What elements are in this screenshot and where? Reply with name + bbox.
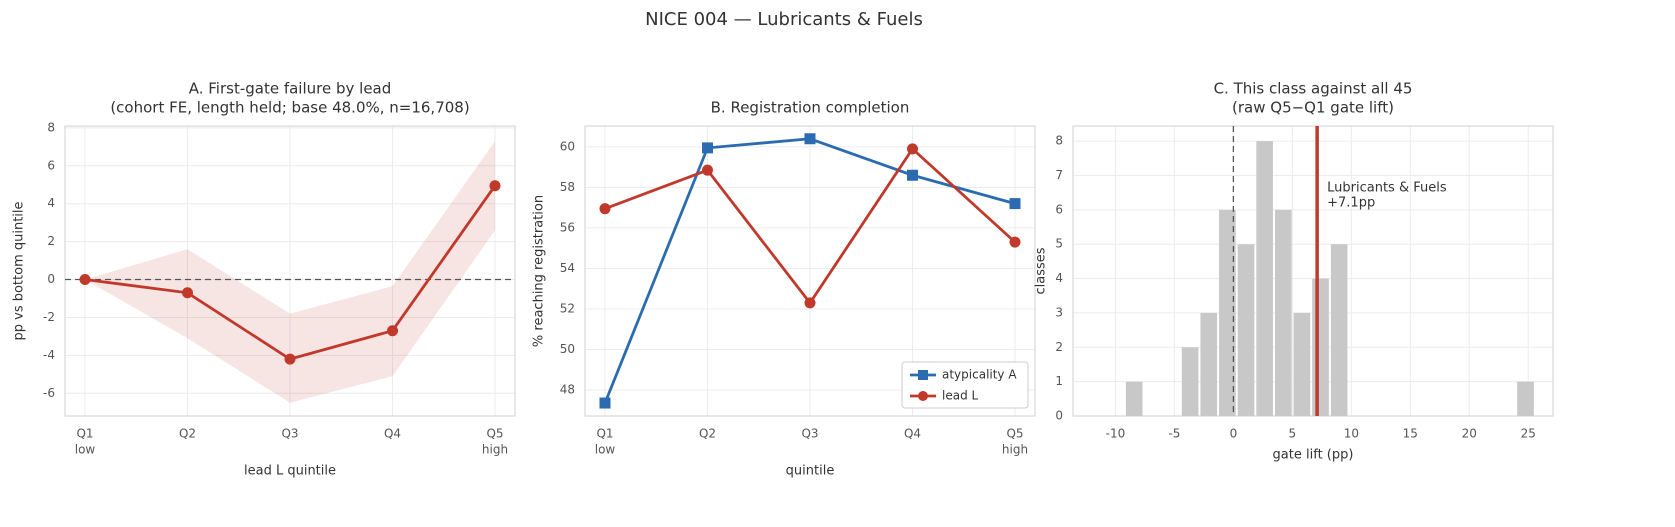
histogram-bar — [1200, 312, 1218, 416]
y-tick-label: -6 — [43, 386, 55, 400]
x-tick-label: Q1 — [596, 427, 613, 441]
x-tick-note: high — [482, 443, 508, 457]
x-tick-label: -5 — [1168, 427, 1180, 441]
x-tick-label: Q4 — [904, 427, 921, 441]
x-tick-label: Q2 — [699, 427, 716, 441]
x-axis-label: quintile — [786, 464, 835, 479]
x-axis-label: lead L quintile — [244, 464, 336, 479]
histogram-bar — [1517, 381, 1534, 416]
panel-title: (cohort FE, length held; base 48.0%, n=1… — [110, 99, 469, 117]
y-tick-label: 1 — [1055, 374, 1063, 388]
histogram-bar — [1237, 244, 1255, 416]
x-tick-label: 20 — [1462, 427, 1477, 441]
marker — [1009, 198, 1021, 210]
marker — [1009, 236, 1021, 248]
x-tick-label: Q1 — [76, 427, 93, 441]
marker — [387, 325, 398, 337]
marker — [599, 397, 611, 409]
y-tick-label: 7 — [1055, 168, 1063, 182]
panel-title: C. This class against all 45 — [1214, 80, 1413, 98]
marker — [79, 274, 91, 286]
x-tick-note: high — [1002, 443, 1028, 457]
y-tick-label: 4 — [47, 196, 55, 210]
x-tick-label: Q3 — [281, 427, 298, 441]
y-tick-label: 8 — [1055, 134, 1063, 148]
y-axis-label: pp vs bottom quintile — [12, 201, 27, 340]
legend-label: atypicality A — [942, 368, 1017, 382]
legend-marker — [918, 370, 928, 380]
y-tick-label: 6 — [1055, 202, 1063, 216]
histogram-bar — [1274, 209, 1292, 416]
x-tick-note: low — [595, 443, 616, 457]
panel-title: (raw Q5−Q1 gate lift) — [1232, 99, 1394, 117]
marker — [284, 353, 296, 365]
marker — [804, 133, 816, 145]
histogram-bar — [1293, 312, 1311, 416]
y-tick-label: 3 — [1055, 305, 1063, 319]
y-tick-label: 2 — [47, 234, 55, 248]
figure-title: NICE 004 — Lubricants & Fuels — [645, 9, 923, 30]
y-tick-label: 52 — [560, 301, 575, 315]
highlight-label: Lubricants & Fuels — [1327, 181, 1447, 196]
legend-label: lead L — [942, 389, 979, 403]
x-tick-label: Q5 — [486, 427, 503, 441]
x-tick-label: Q3 — [801, 427, 818, 441]
y-tick-label: -4 — [43, 348, 55, 362]
y-tick-label: 5 — [1055, 237, 1063, 251]
y-tick-label: -2 — [43, 310, 55, 324]
y-tick-label: 48 — [560, 383, 575, 397]
x-tick-label: Q2 — [179, 427, 196, 441]
histogram-bar — [1312, 278, 1329, 416]
y-axis-label: % reaching registration — [532, 195, 547, 347]
y-tick-label: 4 — [1055, 271, 1063, 285]
marker — [489, 180, 501, 192]
panel-title: A. First-gate failure by lead — [189, 80, 392, 98]
histogram-bar — [1256, 141, 1273, 417]
x-tick-label: -10 — [1106, 427, 1126, 441]
marker — [907, 169, 918, 181]
legend-marker — [918, 391, 928, 401]
y-axis-label: classes — [1034, 247, 1049, 294]
confidence-band — [85, 141, 495, 403]
marker — [702, 164, 713, 176]
marker — [804, 297, 816, 309]
marker — [702, 142, 713, 154]
histogram-bar — [1125, 381, 1143, 416]
y-tick-label: 60 — [560, 139, 575, 153]
x-tick-label: Q5 — [1006, 427, 1023, 441]
y-tick-label: 56 — [560, 220, 575, 234]
x-tick-label: 15 — [1403, 427, 1418, 441]
histogram-bar — [1330, 244, 1348, 416]
panel-title: B. Registration completion — [711, 99, 910, 117]
y-tick-label: 58 — [560, 180, 575, 194]
highlight-label: +7.1pp — [1327, 196, 1375, 211]
histogram-bar — [1181, 347, 1199, 416]
y-tick-label: 8 — [47, 120, 55, 134]
x-tick-label: Q4 — [384, 427, 401, 441]
axes-frame — [64, 125, 516, 417]
x-axis-label: gate lift (pp) — [1273, 448, 1354, 463]
axes-frame — [584, 125, 1036, 417]
y-tick-label: 54 — [560, 261, 575, 275]
y-tick-label: 0 — [1055, 409, 1063, 423]
x-tick-label: 25 — [1521, 427, 1536, 441]
marker — [599, 203, 611, 215]
marker — [907, 143, 918, 155]
x-tick-label: 0 — [1230, 427, 1238, 441]
y-tick-label: 6 — [47, 158, 55, 172]
x-tick-note: low — [75, 443, 96, 457]
x-tick-label: 10 — [1344, 427, 1359, 441]
y-tick-label: 50 — [560, 342, 575, 356]
marker — [182, 287, 193, 299]
histogram-bar — [1219, 209, 1236, 416]
y-tick-label: 0 — [47, 272, 55, 286]
y-tick-label: 2 — [1055, 340, 1063, 354]
x-tick-label: 5 — [1289, 427, 1297, 441]
